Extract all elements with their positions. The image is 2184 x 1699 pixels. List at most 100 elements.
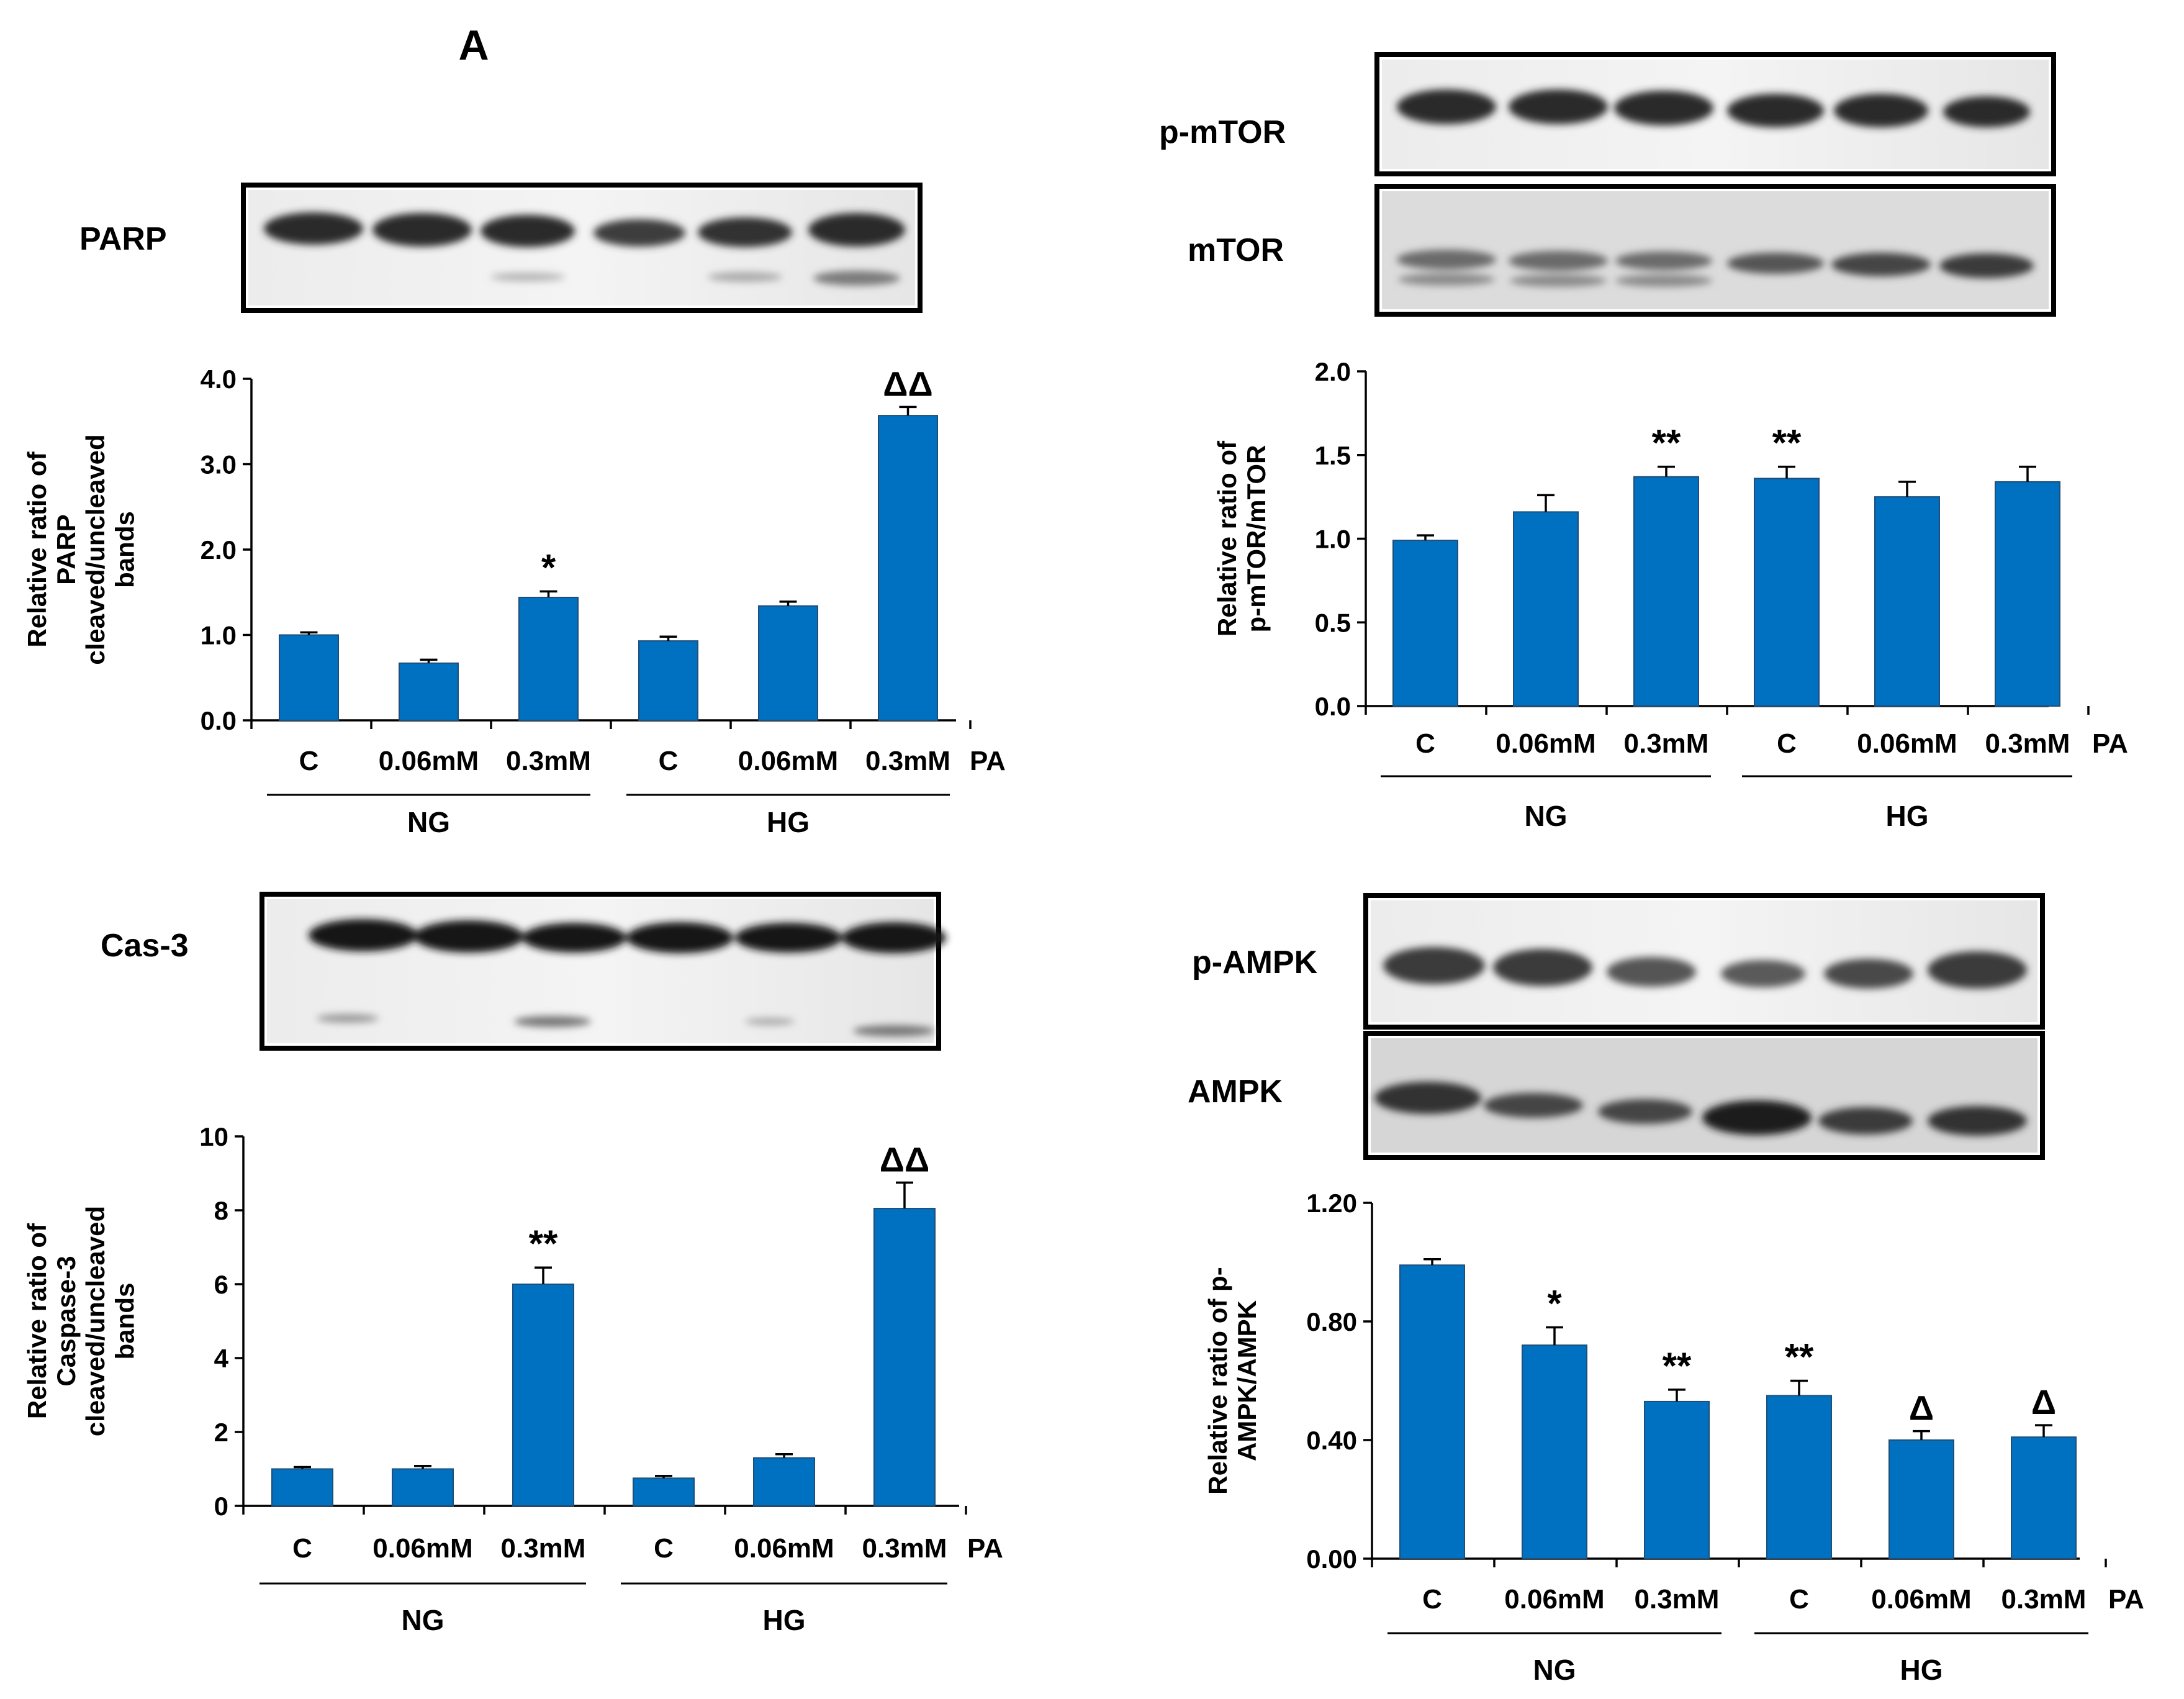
bar [1633, 476, 1699, 707]
significance-marker: ** [1785, 1336, 1814, 1378]
dose-label: 0.3mM [2001, 1584, 2087, 1615]
y-tick-label: 0.0 [201, 706, 237, 735]
bar [753, 1457, 815, 1506]
bar [279, 634, 339, 721]
blot-label-p-ampk: p-AMPK [1192, 945, 1318, 981]
y-tick-label: 1.0 [201, 621, 237, 650]
bar [512, 1284, 574, 1506]
y-tick-label: 0.0 [1315, 692, 1351, 721]
dose-label: 0.06mM [1496, 728, 1595, 759]
bar [1874, 496, 1940, 707]
y-axis-label-line: Relative ratio of [1212, 440, 1242, 637]
bar [2011, 1436, 2077, 1560]
bar [1995, 481, 2060, 707]
bar [1888, 1439, 1954, 1559]
significance-marker: ** [1772, 422, 1802, 464]
y-tick-label: 0.5 [1315, 608, 1351, 637]
blot-label-mtor: mTOR [1188, 232, 1284, 268]
group-label: NG [402, 1604, 444, 1636]
blot-p-mtor [1374, 52, 2056, 176]
chart-p-ampk: 0.00 0.40 0.80 1.20 C * 0.06mM ** 0.3mM ** C Δ 0.06m… [1203, 1189, 2144, 1686]
dose-label: C [654, 1533, 674, 1564]
dose-label: C [659, 746, 679, 776]
blot-mtor [1374, 184, 2056, 317]
y-axis-label-line: cleaved/uncleaved [81, 434, 110, 664]
bar [758, 605, 818, 721]
y-tick-label: 0.40 [1306, 1426, 1357, 1455]
y-tick-label: 1.5 [1315, 441, 1351, 470]
y-tick-label: 6 [214, 1270, 228, 1299]
y-tick-label: 10 [199, 1122, 228, 1151]
bar [638, 640, 698, 721]
significance-marker: * [541, 546, 556, 588]
dose-label: 0.06mM [1857, 728, 1957, 759]
y-tick-label: 0.00 [1306, 1544, 1357, 1574]
bar [1392, 540, 1458, 707]
dose-label: C [292, 1533, 312, 1564]
panel-label: A [458, 22, 489, 69]
blot-p-ampk [1363, 893, 2045, 1030]
significance-marker: ** [1663, 1345, 1692, 1387]
group-label: NG [1533, 1654, 1576, 1686]
y-axis-label-line: AMPK/AMPK [1232, 1300, 1261, 1461]
bar [1513, 511, 1579, 707]
bar [1766, 1395, 1832, 1559]
bar [1754, 478, 1820, 707]
bar [1644, 1400, 1710, 1560]
dose-label: 0.3mM [862, 1533, 947, 1564]
y-tick-label: 3.0 [201, 450, 237, 479]
bar [271, 1468, 333, 1506]
dose-label: 0.3mM [1985, 728, 2070, 759]
bar [1522, 1344, 1587, 1559]
group-label: HG [1886, 800, 1929, 832]
y-tick-label: 1.0 [1315, 525, 1351, 554]
y-tick-label: 0.80 [1306, 1307, 1357, 1336]
dose-label: 0.3mM [506, 746, 591, 776]
y-axis-label-line: bands [110, 511, 139, 588]
group-label: HG [1900, 1654, 1943, 1686]
dose-label: 0.3mM [865, 746, 950, 776]
y-axis-label-line: Relative ratio of [22, 1223, 52, 1419]
y-tick-label: 4 [214, 1344, 229, 1373]
y-tick-label: 2 [214, 1418, 228, 1447]
chart-parp: 0.0 1.0 2.0 3.0 4.0 C 0.06mM * 0.3mM C 0.06mM ΔΔ 0.3… [22, 364, 1006, 838]
y-axis-label: Relative ratio ofp-mTOR/mTOR [1212, 440, 1271, 637]
dose-label: 0.3mM [501, 1533, 586, 1564]
y-axis-label-line: p-mTOR/mTOR [1242, 445, 1271, 633]
y-tick-label: 4.0 [201, 365, 237, 394]
bar [1399, 1264, 1465, 1560]
y-tick-label: 2.0 [1315, 357, 1351, 386]
bar [392, 1468, 454, 1506]
treatment-label: PA [2092, 728, 2128, 759]
dose-label: 0.06mM [379, 746, 479, 776]
treatment-label: PA [2108, 1584, 2144, 1615]
blot-ampk [1363, 1031, 2045, 1160]
dose-label: 0.3mM [1635, 1584, 1720, 1615]
significance-marker: ΔΔ [883, 364, 933, 403]
dose-label: 0.06mM [372, 1533, 472, 1564]
blot-parp [241, 183, 923, 313]
group-label: NG [407, 806, 450, 838]
dose-label: C [299, 746, 319, 776]
y-axis-label-line: bands [110, 1283, 139, 1360]
dose-label: 0.06mM [1504, 1584, 1604, 1615]
bar [878, 415, 938, 721]
y-axis-label-line: Relative ratio of [22, 451, 52, 647]
dose-label: C [1777, 728, 1797, 759]
blot-label-ampk: AMPK [1188, 1074, 1283, 1110]
significance-marker: * [1547, 1283, 1562, 1325]
treatment-label: PA [970, 746, 1006, 776]
y-axis-label: Relative ratio of p-AMPK/AMPK [1203, 1267, 1261, 1494]
dose-label: 0.3mM [1624, 728, 1709, 759]
significance-marker: ΔΔ [880, 1139, 930, 1179]
dose-label: C [1422, 1584, 1442, 1615]
group-label: HG [763, 1604, 806, 1636]
dose-label: 0.06mM [734, 1533, 834, 1564]
y-axis-label-line: Relative ratio of p- [1203, 1267, 1232, 1494]
blot-label-cas3: Cas-3 [101, 928, 189, 964]
y-tick-label: 2.0 [201, 535, 237, 564]
blot-label-parp: PARP [79, 221, 167, 257]
dose-label: 0.06mM [738, 746, 838, 776]
group-label: HG [767, 806, 810, 838]
